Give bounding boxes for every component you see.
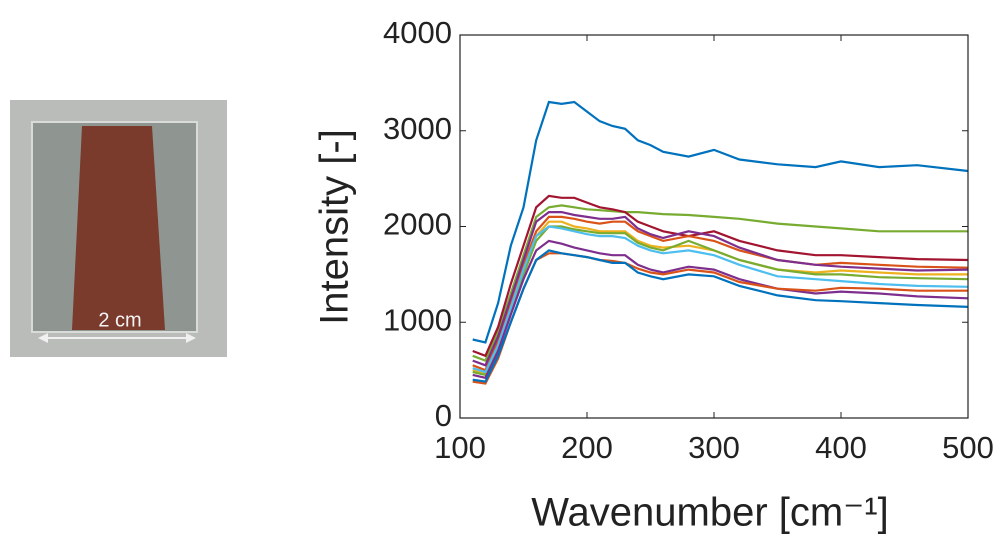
- y-axis-label: Intensity [-]: [313, 129, 357, 325]
- x-tick-label: 200: [561, 430, 613, 465]
- y-tick-label: 1000: [383, 302, 452, 337]
- sample-photo: 2 cm: [10, 100, 227, 357]
- arrow-head: [38, 333, 48, 343]
- series-line: [472, 225, 969, 377]
- x-tick-label: 100: [434, 430, 486, 465]
- y-tick-label: 2000: [383, 207, 452, 242]
- series-line: [472, 194, 969, 358]
- series-line: [472, 239, 969, 380]
- x-tick-label: 300: [688, 430, 740, 465]
- scale-label: 2 cm: [98, 309, 141, 331]
- plot: 100 200 300 400 500 0 1000 2000 3000 4000: [383, 15, 994, 465]
- x-tick-label: 400: [815, 430, 867, 465]
- y-tick-label: 0: [435, 398, 452, 433]
- x-axis-label: Wavenumber [cm⁻¹]: [531, 491, 888, 535]
- series-line: [472, 249, 969, 383]
- series-line: [472, 211, 969, 367]
- series-line: [472, 225, 969, 374]
- plot-frame: [459, 34, 969, 419]
- y-tick-label: 4000: [383, 15, 452, 50]
- series-line: [472, 100, 969, 344]
- arrow-head: [186, 333, 196, 343]
- film-strip: [72, 126, 165, 330]
- x-tick-label: 500: [942, 430, 994, 465]
- y-tick-label: 3000: [383, 111, 452, 146]
